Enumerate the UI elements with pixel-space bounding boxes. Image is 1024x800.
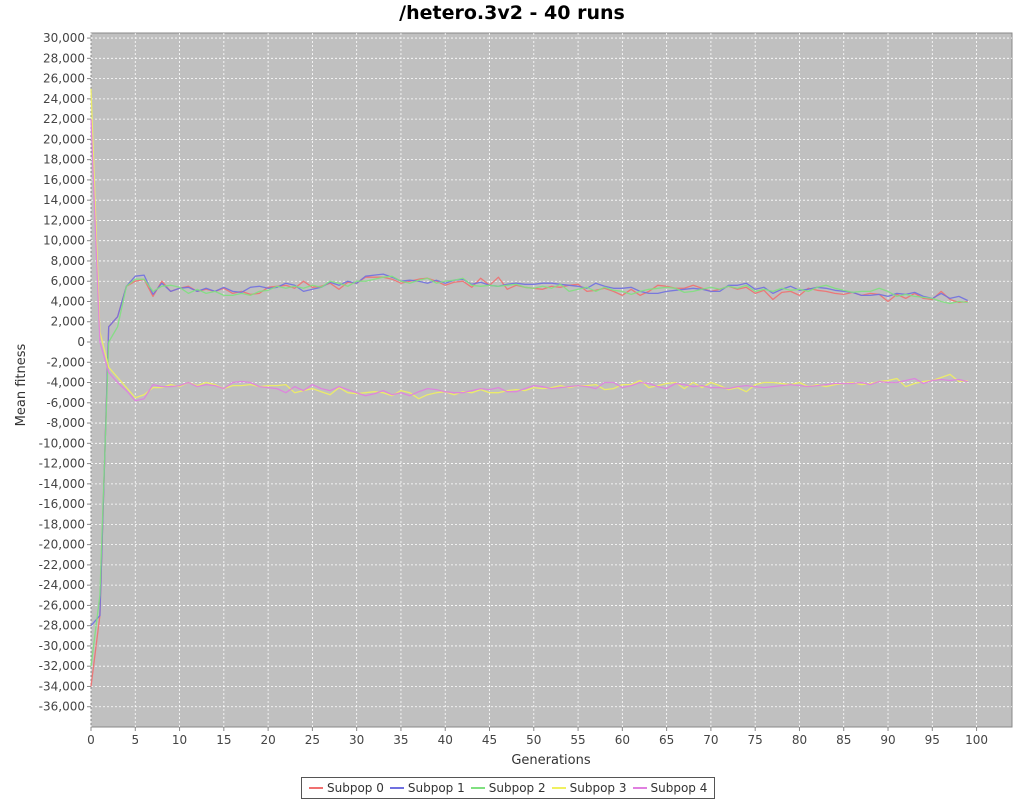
- y-tick-label: -8,000: [46, 416, 85, 430]
- x-axis: 0 5 10 15 20 25 30 35 40 45 50 55 60 65 70 75 80 85 90 95 10…: [87, 727, 988, 747]
- x-tick-label: 30: [349, 733, 364, 747]
- legend-label: Subpop 0: [327, 781, 384, 795]
- series-line-subpop-4: [90, 119, 968, 402]
- x-tick-label: 55: [570, 733, 585, 747]
- series-line-subpop-2: [90, 275, 968, 667]
- y-tick-label: 6,000: [51, 274, 85, 288]
- x-axis-label: Generations: [511, 753, 591, 768]
- y-tick-label: -6,000: [46, 396, 85, 410]
- y-tick-label: 12,000: [43, 213, 85, 227]
- legend-swatch: [389, 787, 404, 789]
- x-tick-label: 80: [792, 733, 807, 747]
- y-tick-label: 26,000: [43, 72, 85, 86]
- x-tick-label: 60: [615, 733, 630, 747]
- legend-item-subpop-0: Subpop 0: [309, 781, 384, 795]
- legend-swatch: [551, 787, 566, 789]
- x-tick-label: 100: [965, 733, 988, 747]
- y-tick-label: -28,000: [39, 619, 85, 633]
- y-tick-label: 8,000: [51, 254, 85, 268]
- legend: Subpop 0 Subpop 1 Subpop 2 Subpop 3 Subpop 4: [301, 777, 716, 799]
- x-tick-label: 90: [880, 733, 895, 747]
- legend-label: Subpop 1: [407, 781, 465, 795]
- y-tick-label: -26,000: [39, 598, 85, 612]
- y-tick-label: 14,000: [43, 193, 85, 207]
- x-tick-label: 25: [305, 733, 320, 747]
- y-tick-label: -16,000: [39, 497, 85, 511]
- legend-swatch: [632, 787, 647, 789]
- y-tick-label: -32,000: [39, 659, 85, 673]
- x-tick-label: 45: [482, 733, 497, 747]
- x-tick-label: 35: [393, 733, 408, 747]
- legend-item-subpop-2: Subpop 2: [470, 781, 546, 795]
- y-tick-label: -2,000: [46, 355, 85, 369]
- grid-lines: [90, 33, 1012, 727]
- y-tick-label: 0: [77, 335, 85, 349]
- y-tick-label: -10,000: [39, 436, 85, 450]
- y-tick-label: -18,000: [39, 517, 85, 531]
- chart-title: /hetero.3v2 - 40 runs: [399, 2, 625, 24]
- x-tick-label: 20: [260, 733, 275, 747]
- y-tick-label: 2,000: [51, 315, 85, 329]
- y-tick-label: 22,000: [43, 112, 85, 126]
- y-tick-label: -34,000: [39, 679, 85, 693]
- y-tick-label: -36,000: [39, 700, 85, 714]
- y-tick-label: -30,000: [39, 639, 85, 653]
- y-tick-label: 30,000: [43, 31, 85, 45]
- y-tick-label: -12,000: [39, 457, 85, 471]
- y-tick-label: 4,000: [51, 294, 85, 308]
- x-tick-label: 75: [748, 733, 763, 747]
- x-tick-label: 85: [836, 733, 851, 747]
- legend-label: Subpop 3: [569, 781, 627, 795]
- y-tick-label: 16,000: [43, 173, 85, 187]
- x-tick-label: 0: [87, 733, 95, 747]
- legend-label: Subpop 2: [488, 781, 546, 795]
- series-lines: [90, 88, 968, 687]
- y-tick-label: 18,000: [43, 153, 85, 167]
- y-tick-label: 10,000: [43, 234, 85, 248]
- legend-item-subpop-1: Subpop 1: [389, 781, 465, 795]
- y-tick-label: 28,000: [43, 51, 85, 65]
- y-tick-label: 20,000: [43, 132, 85, 146]
- series-line-subpop-1: [90, 273, 968, 627]
- x-tick-label: 50: [526, 733, 541, 747]
- y-tick-label: -4,000: [46, 376, 85, 390]
- y-tick-label: -20,000: [39, 538, 85, 552]
- x-tick-label: 15: [216, 733, 231, 747]
- x-tick-label: 10: [172, 733, 187, 747]
- y-tick-label: 24,000: [43, 92, 85, 106]
- legend-swatch: [470, 787, 485, 789]
- x-tick-label: 70: [703, 733, 718, 747]
- x-tick-label: 95: [925, 733, 940, 747]
- plot-area: [90, 32, 1013, 728]
- y-tick-label: -24,000: [39, 578, 85, 592]
- y-axis: 30,000 28,000 26,000 24,000 22,000 20,000 18,0…: [39, 31, 91, 714]
- legend-label: Subpop 4: [650, 781, 708, 795]
- y-tick-label: -14,000: [39, 477, 85, 491]
- y-axis-label: Mean fitness: [14, 343, 29, 426]
- legend-item-subpop-3: Subpop 3: [551, 781, 627, 795]
- y-tick-label: -22,000: [39, 558, 85, 572]
- x-tick-label: 40: [438, 733, 453, 747]
- x-tick-label: 5: [131, 733, 139, 747]
- x-tick-label: 65: [659, 733, 674, 747]
- legend-item-subpop-4: Subpop 4: [632, 781, 708, 795]
- legend-swatch: [309, 787, 323, 789]
